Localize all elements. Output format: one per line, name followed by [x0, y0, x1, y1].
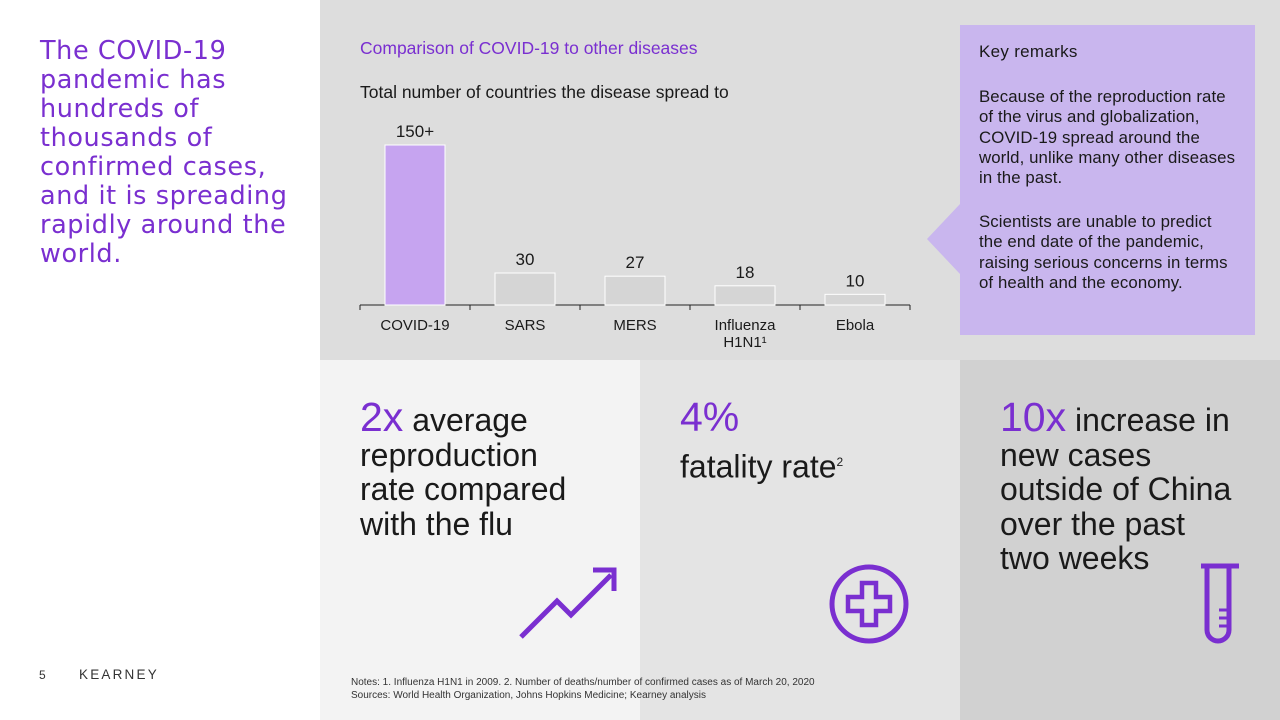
page-number: 5: [39, 668, 46, 682]
sources-text: Sources: World Health Organization, John…: [351, 689, 706, 701]
stat-reproduction-text-1: average: [412, 402, 528, 438]
stat-reproduction-text-2: reproduction: [360, 436, 538, 473]
x-tick-label: Ebola: [836, 317, 875, 334]
stat-cases-text-4: over the past: [1000, 505, 1185, 542]
stat-panel-cases: [960, 360, 1280, 720]
x-tick-label: H1N1¹: [723, 334, 766, 351]
stat-cases-text-3: outside of China: [1000, 471, 1232, 507]
notes-text: Notes: 1. Influenza H1N1 in 2009. 2. Num…: [351, 677, 815, 688]
bar-4: [714, 285, 776, 306]
bar-chart: 150+ COVID-19 30 SARS 27 MERS 18 InfluenzaH1N1¹…: [359, 122, 911, 351]
bar-5: [824, 293, 886, 306]
footnotes: Notes: 1. Influenza H1N1 in 2009. 2. Num…: [351, 677, 815, 702]
chart-subtitle: Total number of countries the disease sp…: [360, 82, 729, 102]
stat-cases-text-5: two weeks: [1000, 540, 1150, 576]
x-tick-label: SARS: [505, 317, 546, 334]
x-tick-label: COVID-19: [380, 317, 449, 334]
remarks-title: Key remarks: [979, 42, 1078, 61]
data-label: 150+: [396, 122, 434, 141]
data-label: 27: [626, 253, 645, 272]
remarks-paragraph-2: Scientists are unable to predict the end…: [979, 212, 1228, 292]
chart-title: Comparison of COVID-19 to other diseases: [360, 38, 698, 58]
x-tick-label: MERS: [613, 317, 656, 334]
stat-reproduction: 2x average reproduction rate compared wi…: [360, 397, 567, 542]
stat-fatality-value: 4%: [680, 394, 740, 440]
stat-reproduction-value: 2x: [360, 394, 404, 440]
medical-cross-icon: [829, 564, 909, 644]
remarks-pointer: [927, 204, 960, 274]
remarks-box: [960, 25, 1255, 335]
stat-cases-text-2: new cases: [1000, 436, 1152, 473]
test-tube-icon: [1201, 563, 1239, 644]
data-label: 18: [736, 263, 755, 282]
stat-panel-reproduction: [320, 360, 640, 720]
stat-panel-fatality: [640, 360, 960, 720]
stat-fatality-footnote: 2: [836, 454, 844, 469]
data-label: 30: [516, 250, 535, 269]
page-headline: The COVID-19 pandemic has hundreds of th…: [40, 36, 288, 269]
x-tick-label: Influenza: [715, 317, 777, 334]
data-label: 10: [846, 271, 865, 290]
stat-reproduction-text-3: rate compared: [360, 471, 567, 507]
company-logo: KEARNEY: [79, 667, 159, 682]
stat-cases-text-1: increase in: [1075, 402, 1230, 438]
stat-reproduction-text-4: with the flu: [360, 505, 513, 542]
bar-3: [604, 275, 666, 306]
stat-cases: 10x increase in new cases outside of Chi…: [1000, 397, 1232, 576]
stat-fatality: 4% fatality rate2: [680, 394, 844, 485]
stat-cases-value: 10x: [1000, 394, 1067, 440]
stat-fatality-text: fatality rate: [680, 448, 837, 485]
trend-up-arrow-icon: [519, 567, 617, 639]
remarks-paragraph-1: Because of the reproduction rate of the …: [979, 87, 1236, 188]
bar-1: [384, 144, 446, 306]
bar-2: [494, 272, 556, 306]
